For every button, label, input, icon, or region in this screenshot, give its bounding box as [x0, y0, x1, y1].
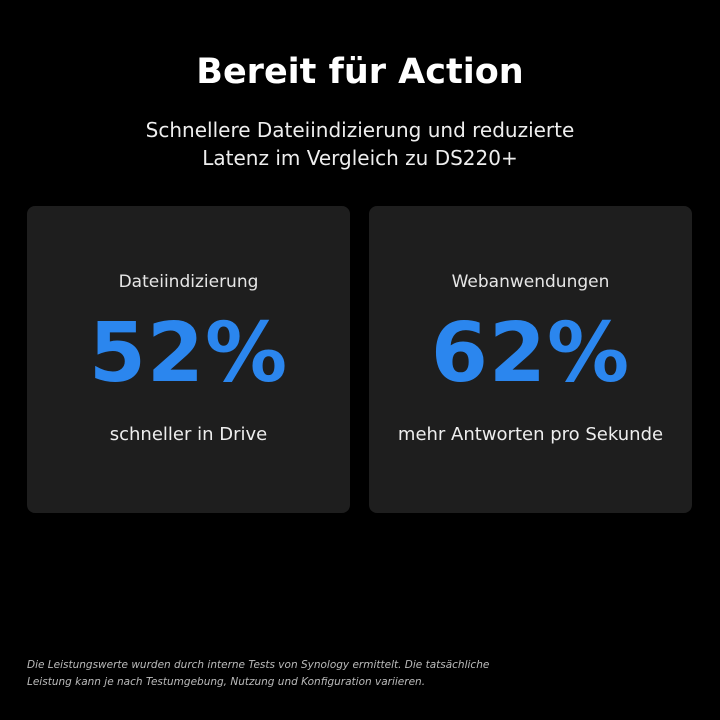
card-label: Webanwendungen — [451, 272, 610, 292]
subtitle-line: Schnellere Dateiindizierung und reduzier… — [145, 118, 575, 142]
card-value: 52% — [88, 306, 289, 401]
stat-card: Dateiindizierung 52% schneller in Drive — [27, 206, 350, 513]
stat-card: Webanwendungen 62% mehr Antworten pro Se… — [369, 206, 692, 513]
card-label: Dateiindizierung — [118, 272, 259, 292]
subtitle-line: Latenz im Vergleich zu DS220+ — [202, 146, 518, 170]
card-value: 62% — [430, 306, 631, 401]
card-description: schneller in Drive — [109, 424, 268, 445]
footnote-line: Leistung kann je nach Testumgebung, Nutz… — [27, 676, 426, 688]
title: Bereit für Action — [196, 52, 524, 92]
footnote-line: Die Leistungswerte wurden durch interne … — [27, 659, 490, 671]
card-description: mehr Antworten pro Sekunde — [397, 424, 664, 445]
